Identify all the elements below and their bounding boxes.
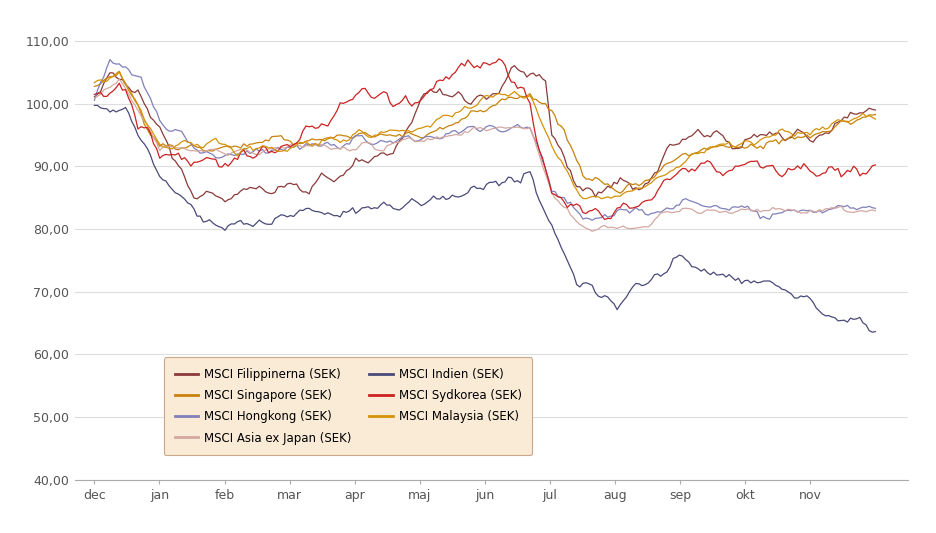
MSCI Filippinerna (SEK) <box>857 110 869 116</box>
MSCI Indien (SEK) <box>92 102 103 109</box>
MSCI Indien (SEK) <box>89 102 100 109</box>
MSCI Hongkong (SEK) <box>857 204 869 211</box>
MSCI Asia ex Japan (SEK) <box>89 95 100 102</box>
MSCI Asia ex Japan (SEK) <box>870 208 881 214</box>
MSCI Asia ex Japan (SEK) <box>113 76 124 82</box>
MSCI Indien (SEK) <box>855 314 866 320</box>
MSCI Indien (SEK) <box>639 281 651 288</box>
MSCI Malaysia (SEK) <box>870 116 881 123</box>
MSCI Filippinerna (SEK) <box>714 130 725 136</box>
MSCI Sydkorea (SEK) <box>714 169 725 175</box>
MSCI Hongkong (SEK) <box>714 205 725 211</box>
MSCI Filippinerna (SEK) <box>870 107 881 113</box>
Line: MSCI Malaysia (SEK): MSCI Malaysia (SEK) <box>95 71 875 199</box>
MSCI Malaysia (SEK) <box>857 110 869 117</box>
MSCI Hongkong (SEK) <box>643 212 654 219</box>
Legend: MSCI Filippinerna (SEK), MSCI Singapore (SEK), MSCI Hongkong (SEK), MSCI Asia ex: MSCI Filippinerna (SEK), MSCI Singapore … <box>164 357 533 455</box>
MSCI Singapore (SEK) <box>89 83 100 90</box>
MSCI Indien (SEK) <box>711 272 723 278</box>
MSCI Singapore (SEK) <box>857 114 869 120</box>
MSCI Sydkorea (SEK) <box>643 197 654 204</box>
MSCI Asia ex Japan (SEK) <box>592 226 604 232</box>
MSCI Malaysia (SEK) <box>113 68 124 75</box>
MSCI Hongkong (SEK) <box>104 56 115 63</box>
MSCI Singapore (SEK) <box>325 135 336 141</box>
MSCI Malaysia (SEK) <box>714 141 725 148</box>
MSCI Filippinerna (SEK) <box>89 94 100 100</box>
MSCI Asia ex Japan (SEK) <box>104 84 115 91</box>
MSCI Malaysia (SEK) <box>89 79 100 86</box>
MSCI Asia ex Japan (SEK) <box>587 228 598 235</box>
MSCI Singapore (SEK) <box>590 174 601 181</box>
MSCI Singapore (SEK) <box>104 74 115 80</box>
MSCI Asia ex Japan (SEK) <box>714 209 725 216</box>
MSCI Sydkorea (SEK) <box>870 161 881 168</box>
MSCI Hongkong (SEK) <box>587 217 598 223</box>
MSCI Singapore (SEK) <box>113 69 124 75</box>
Line: MSCI Hongkong (SEK): MSCI Hongkong (SEK) <box>95 60 875 220</box>
MSCI Sydkorea (SEK) <box>599 216 610 223</box>
MSCI Filippinerna (SEK) <box>592 189 604 195</box>
MSCI Malaysia (SEK) <box>580 196 592 202</box>
MSCI Sydkorea (SEK) <box>322 123 333 129</box>
MSCI Indien (SEK) <box>325 211 336 217</box>
MSCI Singapore (SEK) <box>643 177 654 183</box>
MSCI Asia ex Japan (SEK) <box>857 208 869 214</box>
MSCI Malaysia (SEK) <box>325 134 336 140</box>
MSCI Asia ex Japan (SEK) <box>643 224 654 230</box>
MSCI Indien (SEK) <box>108 107 119 113</box>
MSCI Hongkong (SEK) <box>108 60 119 66</box>
Line: MSCI Indien (SEK): MSCI Indien (SEK) <box>95 106 875 332</box>
MSCI Sydkorea (SEK) <box>590 205 601 212</box>
MSCI Singapore (SEK) <box>870 111 881 118</box>
MSCI Sydkorea (SEK) <box>89 91 100 98</box>
MSCI Indien (SEK) <box>870 328 881 335</box>
MSCI Filippinerna (SEK) <box>643 180 654 186</box>
Line: MSCI Singapore (SEK): MSCI Singapore (SEK) <box>95 72 875 193</box>
MSCI Sydkorea (SEK) <box>857 170 869 176</box>
MSCI Malaysia (SEK) <box>104 75 115 81</box>
MSCI Filippinerna (SEK) <box>104 70 115 76</box>
MSCI Indien (SEK) <box>590 289 601 296</box>
MSCI Hongkong (SEK) <box>592 215 604 221</box>
MSCI Singapore (SEK) <box>714 142 725 149</box>
MSCI Filippinerna (SEK) <box>325 176 336 183</box>
Line: MSCI Asia ex Japan (SEK): MSCI Asia ex Japan (SEK) <box>95 79 875 231</box>
MSCI Singapore (SEK) <box>615 190 626 197</box>
MSCI Asia ex Japan (SEK) <box>325 146 336 152</box>
MSCI Malaysia (SEK) <box>592 193 604 200</box>
MSCI Hongkong (SEK) <box>325 142 336 148</box>
MSCI Hongkong (SEK) <box>870 205 881 212</box>
MSCI Sydkorea (SEK) <box>104 90 115 96</box>
MSCI Sydkorea (SEK) <box>493 56 505 62</box>
MSCI Hongkong (SEK) <box>89 97 100 103</box>
Line: MSCI Sydkorea (SEK): MSCI Sydkorea (SEK) <box>95 59 875 220</box>
MSCI Filippinerna (SEK) <box>509 62 520 69</box>
MSCI Filippinerna (SEK) <box>219 199 230 205</box>
MSCI Indien (SEK) <box>867 329 878 335</box>
MSCI Malaysia (SEK) <box>643 181 654 188</box>
Line: MSCI Filippinerna (SEK): MSCI Filippinerna (SEK) <box>95 66 875 202</box>
